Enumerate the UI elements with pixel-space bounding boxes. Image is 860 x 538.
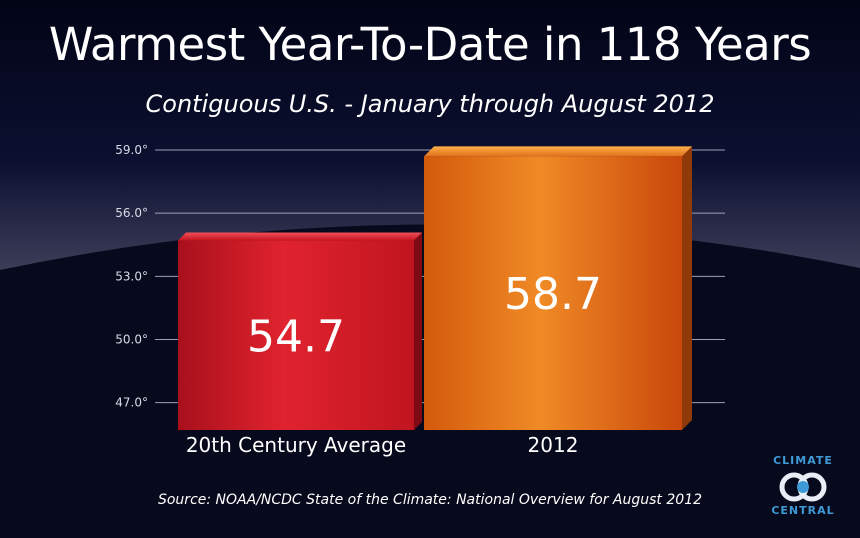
logo-rings-icon <box>779 472 827 502</box>
y-tick-label: 56.0° <box>115 206 148 220</box>
logo-top-text: CLIMATE <box>773 454 833 467</box>
y-tick-label: 47.0° <box>115 396 148 410</box>
bar-20th-century-average <box>178 232 422 430</box>
logo-bottom-text: CENTRAL <box>771 504 835 517</box>
climate-central-logo: CLIMATE CENTRAL <box>768 454 838 518</box>
bar-front <box>178 240 414 430</box>
bar-side <box>682 146 692 430</box>
y-tick-label: 59.0° <box>115 143 148 157</box>
bar-top <box>178 232 422 241</box>
bar-top <box>424 146 692 157</box>
category-label: 2012 <box>528 433 579 457</box>
bar-value-label: 54.7 <box>247 311 345 362</box>
category-label: 20th Century Average <box>186 433 406 457</box>
page-title: Warmest Year-To-Date in 118 Years <box>48 18 812 71</box>
bar-value-label: 58.7 <box>504 269 602 320</box>
source-note: Source: NOAA/NCDC State of the Climate: … <box>157 492 703 508</box>
y-tick-label: 53.0° <box>115 269 148 283</box>
bar-2012 <box>424 146 692 430</box>
y-tick-label: 50.0° <box>115 332 148 346</box>
bar-side <box>414 232 422 430</box>
bar-front <box>424 156 682 430</box>
page-subtitle: Contiguous U.S. - January through August… <box>145 90 715 118</box>
